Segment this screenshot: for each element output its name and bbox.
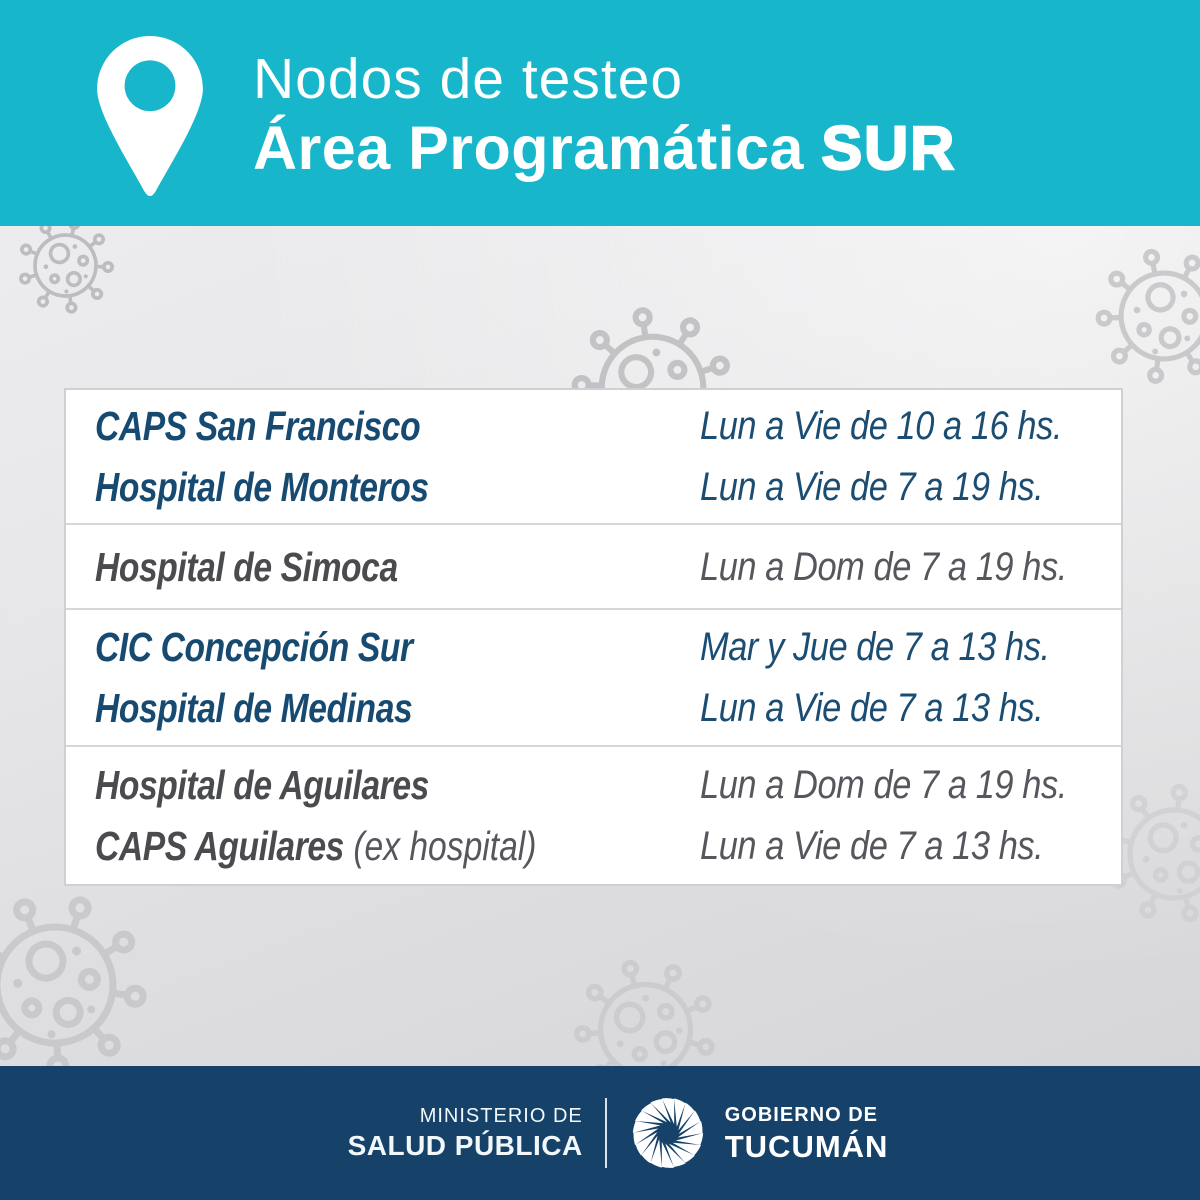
facility-name: Hospital de Simoca [95, 543, 398, 590]
table-entry: Hospital de Monteros Lun a Vie de 7 a 19… [66, 464, 1121, 510]
facility-name-main: CAPS Aguilares [95, 823, 344, 869]
government-line-2: TUCUMÁN [724, 1128, 889, 1164]
title-line-2-text: Área Programática [253, 114, 804, 182]
table-row: Hospital de Simoca Lun a Dom de 7 a 19 h… [66, 523, 1121, 608]
facility-schedule: Lun a Dom de 7 a 19 hs. [700, 544, 1067, 589]
table-row: CIC Concepción Sur Mar y Jue de 7 a 13 h… [66, 608, 1121, 745]
facility-name: CIC Concepción Sur [95, 624, 413, 670]
facility-schedule: Lun a Vie de 10 a 16 hs. [700, 404, 1063, 448]
title-region: SUR [820, 113, 957, 183]
facility-schedule: Lun a Vie de 7 a 13 hs. [700, 686, 1044, 730]
title-line-1: Nodos de testeo [253, 47, 684, 111]
title-line-2: Área Programática SUR [253, 112, 956, 184]
ministry-name: MINISTERIO DE SALUD PÚBLICA [348, 1106, 583, 1160]
facility-schedule: Lun a Vie de 7 a 13 hs. [700, 824, 1044, 868]
facility-name-suffix: (ex hospital) [343, 823, 537, 869]
table-row: CAPS San Francisco Lun a Vie de 10 a 16 … [66, 390, 1121, 523]
facility-schedule: Lun a Vie de 7 a 19 hs. [700, 465, 1044, 509]
facility-name: Hospital de Aguilares [95, 762, 429, 808]
page-title: Nodos de testeo Área Programática SUR [253, 46, 956, 184]
table-entry: Hospital de Simoca Lun a Dom de 7 a 19 h… [66, 544, 1121, 590]
coronavirus-icon [1064, 216, 1200, 416]
table-entry: CAPS San Francisco Lun a Vie de 10 a 16 … [66, 403, 1121, 449]
location-pin-icon [97, 36, 203, 197]
header-banner: Nodos de testeo Área Programática SUR [0, 0, 1200, 226]
facility-name: Hospital de Monteros [95, 464, 429, 510]
ministry-line-1: MINISTERIO DE [419, 1105, 583, 1127]
government-line-1: GOBIERNO DE [724, 1103, 878, 1126]
footer-divider [604, 1098, 607, 1168]
facility-schedule: Mar y Jue de 7 a 13 hs. [700, 625, 1050, 669]
government-footer: MINISTERIO DE SALUD PÚBLICA GOBIERNO DE … [0, 1066, 1200, 1200]
table-entry: Hospital de Aguilares Lun a Dom de 7 a 1… [66, 762, 1121, 808]
government-name: GOBIERNO DE TUCUMÁN [725, 1105, 889, 1162]
facility-name: CAPS San Francisco [95, 403, 421, 449]
facility-name: CAPS Aguilares (ex hospital) [95, 823, 536, 869]
table-row: Hospital de Aguilares Lun a Dom de 7 a 1… [66, 745, 1121, 884]
facility-name: Hospital de Medinas [95, 685, 413, 731]
tucuman-pinwheel-logo [632, 1098, 703, 1168]
facility-schedule: Lun a Dom de 7 a 19 hs. [700, 763, 1067, 807]
ministry-line-2: SALUD PÚBLICA [347, 1130, 583, 1161]
testing-nodes-table: CAPS San Francisco Lun a Vie de 10 a 16 … [64, 388, 1123, 886]
table-entry: CAPS Aguilares (ex hospital) Lun a Vie d… [66, 823, 1121, 869]
table-entry: CIC Concepción Sur Mar y Jue de 7 a 13 h… [66, 624, 1121, 670]
footer-logo-block: MINISTERIO DE SALUD PÚBLICA GOBIERNO DE … [348, 1094, 889, 1172]
table-entry: Hospital de Medinas Lun a Vie de 7 a 13 … [66, 685, 1121, 731]
